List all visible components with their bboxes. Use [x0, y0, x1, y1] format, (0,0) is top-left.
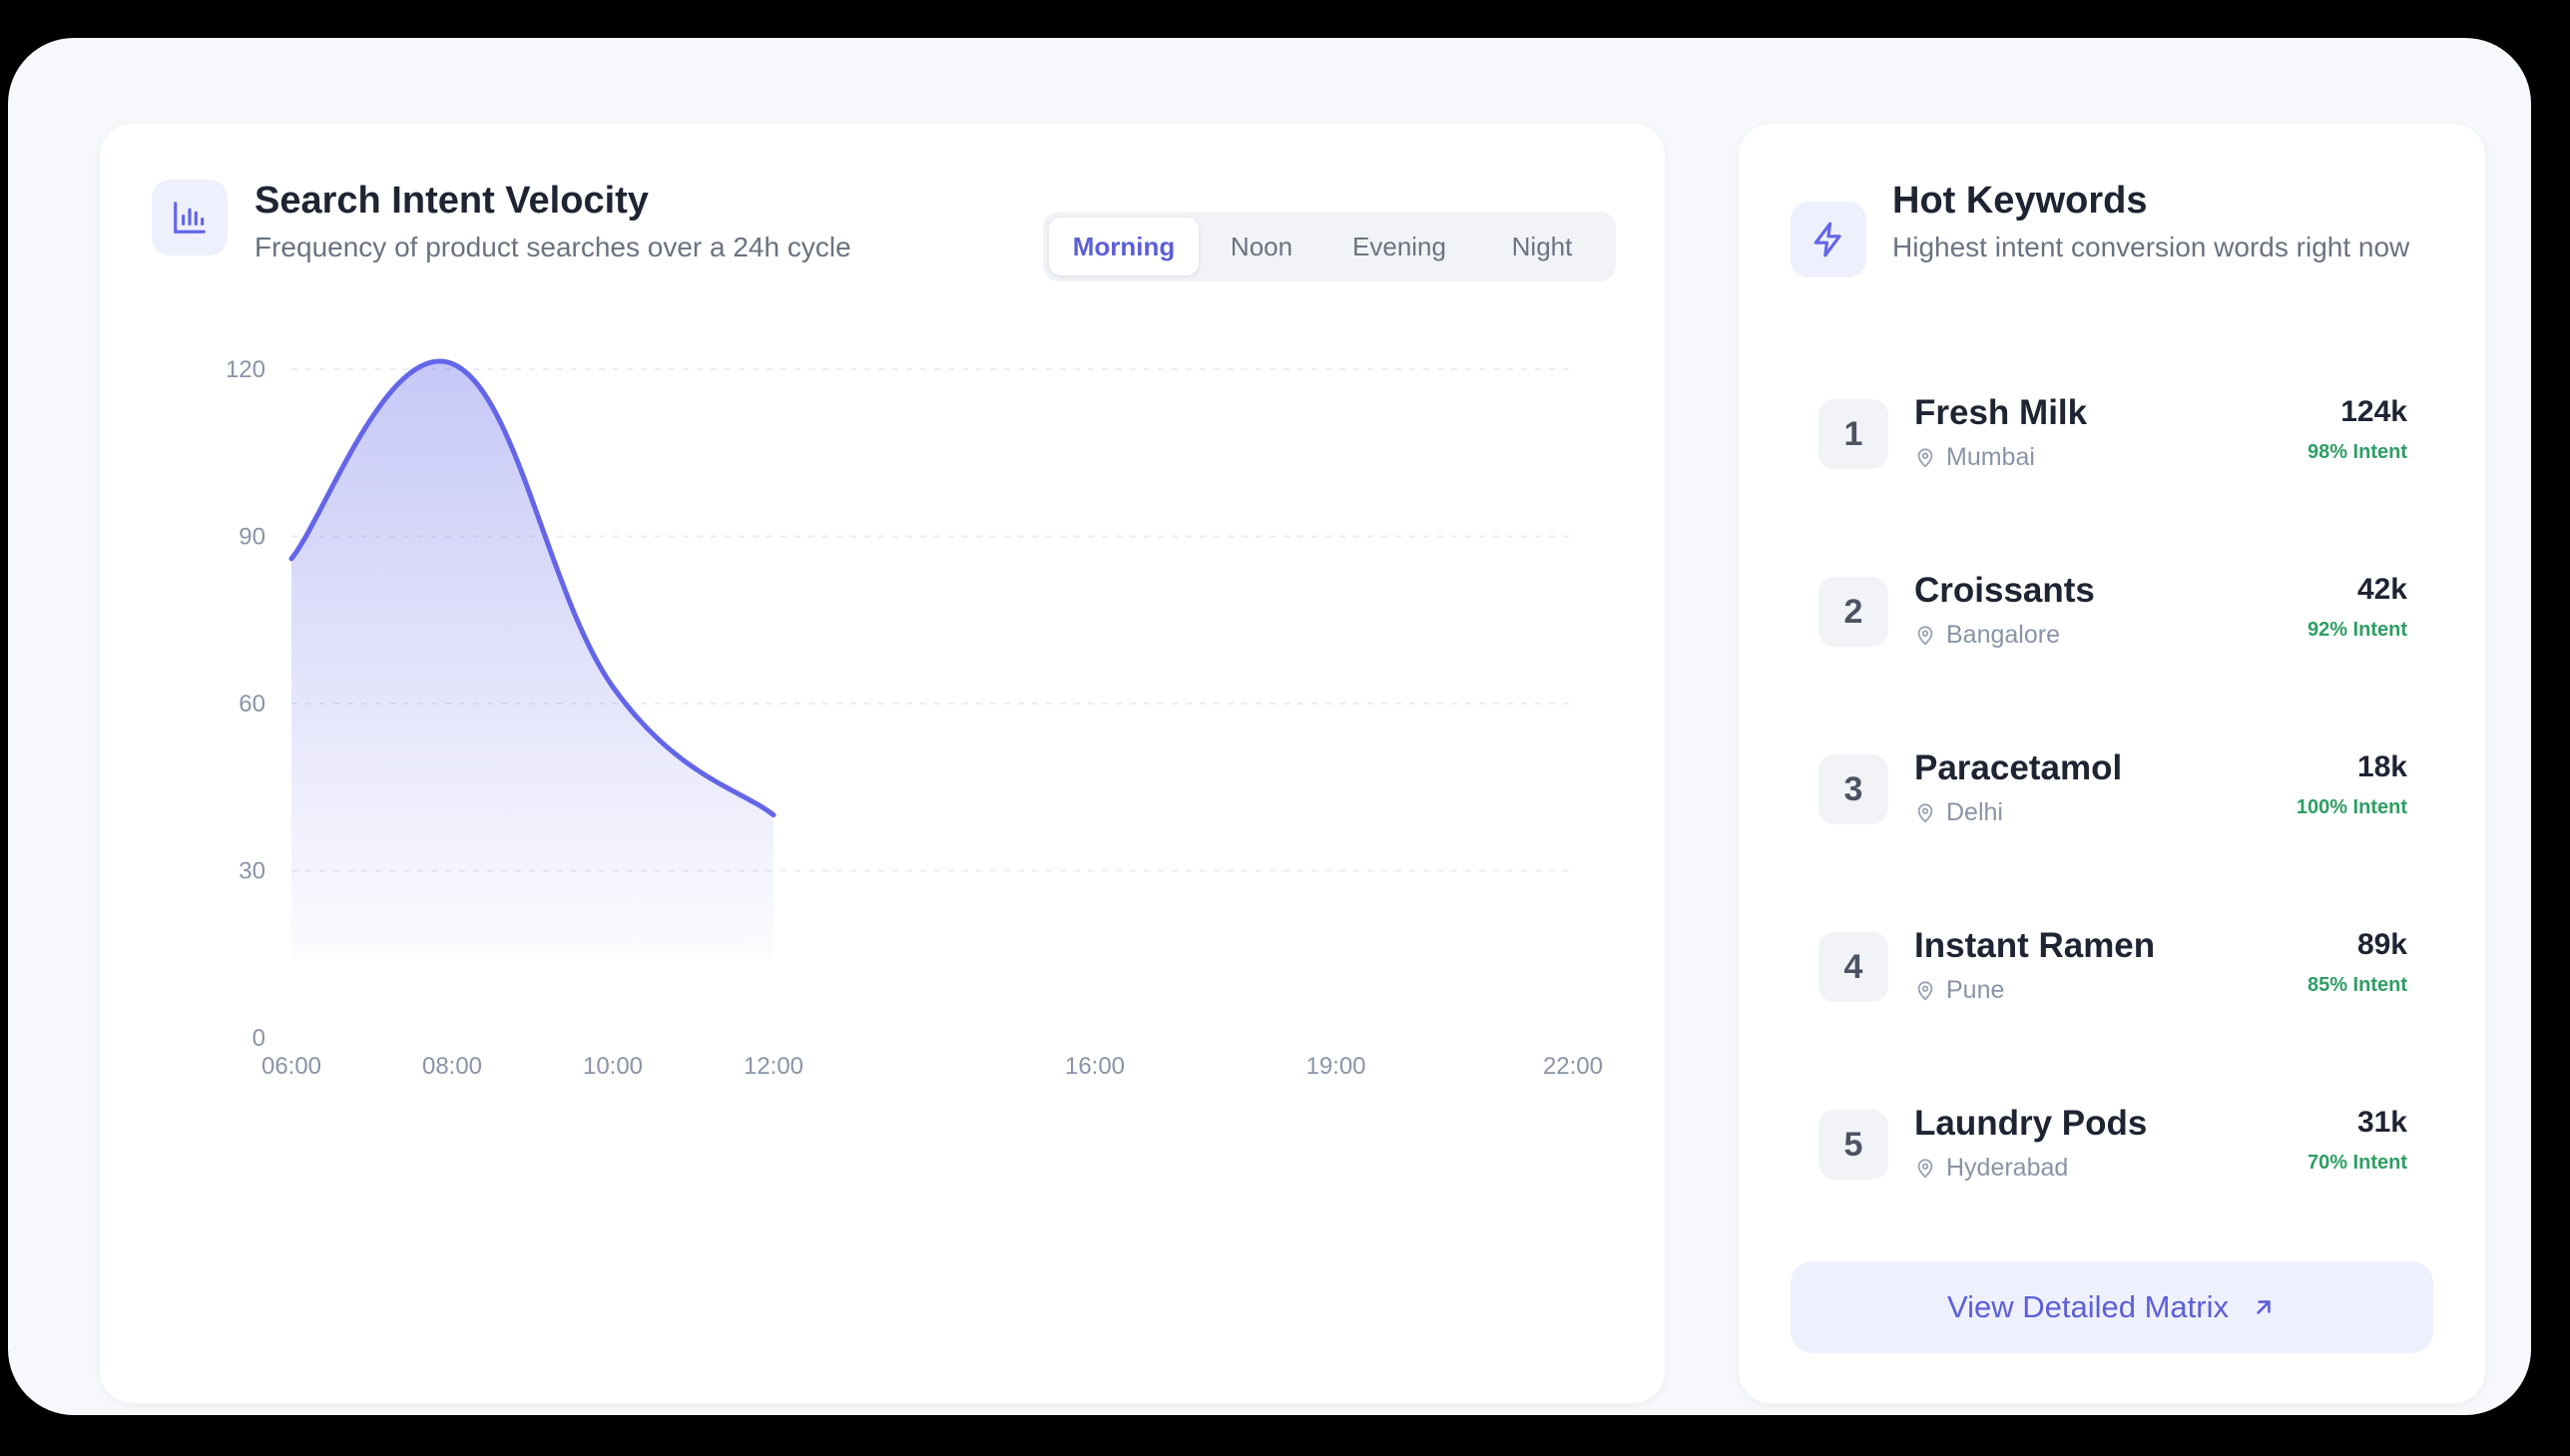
- keyword-row-2[interactable]: 2 Croissants Bangalore 42k 92% Intent: [1818, 571, 2407, 671]
- keyword-name: Instant Ramen: [1914, 926, 2156, 965]
- y-tick-label: 30: [239, 858, 265, 885]
- map-pin-icon: [1917, 1158, 1933, 1178]
- x-tick-label: 08:00: [422, 1053, 482, 1080]
- keyword-name: Croissants: [1914, 571, 2095, 610]
- location-text: Mumbai: [1946, 443, 2035, 471]
- keyword-rank: 2: [1818, 577, 1888, 647]
- x-tick-label: 10:00: [583, 1053, 643, 1080]
- lightning-icon: [1791, 202, 1866, 277]
- x-tick-label: 16:00: [1065, 1053, 1125, 1080]
- keyword-location: Pune: [1914, 976, 2004, 1005]
- tab-night[interactable]: Night: [1511, 231, 1573, 261]
- velocity-card: Search Intent Velocity Frequency of prod…: [100, 124, 1665, 1403]
- hot-keywords-subtitle: Highest intent conversion words right no…: [1892, 232, 2410, 262]
- location-text: Bangalore: [1946, 621, 2060, 649]
- x-tick-label: 06:00: [261, 1053, 321, 1080]
- y-tick-label: 90: [239, 524, 265, 551]
- keyword-row-5[interactable]: 5 Laundry Pods Hyderabad 31k 70% Intent: [1818, 1104, 2407, 1204]
- series-line: [288, 358, 776, 818]
- keyword-count: 18k: [2356, 750, 2407, 783]
- velocity-chart: 0 30 60 90 120 06:00 08:00 10:00 12:00 16:00 19:00…: [226, 356, 1603, 1080]
- keyword-intent: 98% Intent: [2307, 441, 2407, 463]
- series-area: [291, 360, 773, 959]
- keyword-count: 89k: [2356, 928, 2407, 961]
- cta-label: View Detailed Matrix: [1947, 1289, 2229, 1324]
- location-text: Hyderabad: [1946, 1154, 2069, 1182]
- hot-keywords-card: Hot Keywords Highest intent conversion w…: [1739, 124, 2485, 1403]
- x-tick-label: 22:00: [1543, 1053, 1603, 1080]
- keyword-rank: 4: [1818, 932, 1888, 1002]
- bar-chart-icon: [152, 180, 228, 255]
- map-pin-icon: [1917, 447, 1933, 467]
- keyword-intent: 92% Intent: [2307, 619, 2407, 641]
- keyword-location: Hyderabad: [1914, 1154, 2068, 1183]
- time-of-day-tabs: Morning Noon Evening Night: [1043, 212, 1616, 281]
- y-tick-label: 60: [239, 691, 265, 718]
- map-pin-icon: [1917, 980, 1933, 1000]
- keyword-row-4[interactable]: 4 Instant Ramen Pune 89k 85% Intent: [1818, 926, 2407, 1026]
- tab-morning[interactable]: Morning: [1049, 218, 1199, 275]
- location-text: Delhi: [1946, 798, 2003, 826]
- y-tick-label: 120: [226, 356, 265, 383]
- x-tick-label: 19:00: [1305, 1053, 1365, 1080]
- keyword-location: Bangalore: [1914, 621, 2060, 650]
- velocity-title: Search Intent Velocity: [255, 180, 649, 222]
- keyword-name: Paracetamol: [1914, 748, 2123, 787]
- keyword-rank: 5: [1818, 1110, 1888, 1180]
- keyword-intent: 85% Intent: [2307, 974, 2407, 996]
- keyword-count: 31k: [2356, 1106, 2407, 1139]
- keyword-count: 42k: [2356, 573, 2407, 606]
- view-detailed-matrix-button[interactable]: View Detailed Matrix: [1791, 1261, 2433, 1353]
- keyword-intent: 70% Intent: [2307, 1152, 2407, 1174]
- map-pin-icon: [1917, 625, 1933, 645]
- map-pin-icon: [1917, 802, 1933, 822]
- keyword-location: Delhi: [1914, 798, 2003, 827]
- location-text: Pune: [1946, 976, 2005, 1004]
- keyword-intent: 100% Intent: [2296, 796, 2407, 818]
- x-tick-label: 12:00: [744, 1053, 803, 1080]
- keyword-rank: 3: [1818, 754, 1888, 824]
- keyword-rank: 1: [1818, 399, 1888, 469]
- tab-evening[interactable]: Evening: [1352, 231, 1446, 261]
- keyword-name: Laundry Pods: [1914, 1104, 2148, 1143]
- keyword-name: Fresh Milk: [1914, 393, 2088, 432]
- tab-noon[interactable]: Noon: [1230, 231, 1293, 261]
- keyword-count: 124k: [2340, 395, 2407, 428]
- velocity-subtitle: Frequency of product searches over a 24h…: [255, 232, 851, 262]
- app-frame: Search Intent Velocity Frequency of prod…: [8, 38, 2531, 1415]
- hot-keywords-title: Hot Keywords: [1892, 180, 2148, 222]
- keyword-row-1[interactable]: 1 Fresh Milk Mumbai 124k 98% Intent: [1818, 393, 2407, 493]
- y-tick-label: 0: [253, 1025, 265, 1052]
- arrow-up-right-icon: [2257, 1300, 2271, 1314]
- keyword-location: Mumbai: [1914, 443, 2035, 472]
- keyword-row-3[interactable]: 3 Paracetamol Delhi 18k 100% Intent: [1818, 748, 2407, 848]
